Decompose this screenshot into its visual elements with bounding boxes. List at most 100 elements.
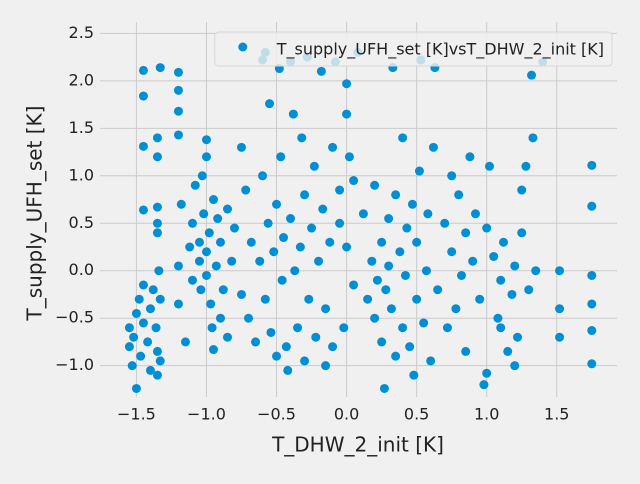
point <box>124 323 134 333</box>
point <box>456 270 466 280</box>
point <box>155 356 165 366</box>
y-tick-label: −0.5 <box>55 308 94 327</box>
point <box>211 261 221 271</box>
point <box>377 337 387 347</box>
point <box>321 361 331 371</box>
point <box>131 383 141 393</box>
point <box>279 233 289 243</box>
point <box>421 266 431 276</box>
point <box>152 152 162 162</box>
point <box>395 247 405 257</box>
point <box>138 91 148 101</box>
point <box>138 141 148 151</box>
point <box>265 99 275 109</box>
point <box>293 323 303 333</box>
point <box>222 204 232 214</box>
point <box>531 266 541 276</box>
point <box>304 294 314 304</box>
point <box>342 109 352 119</box>
point <box>587 160 597 170</box>
point <box>318 204 328 214</box>
point <box>136 351 146 361</box>
point <box>335 185 345 195</box>
point <box>349 176 359 186</box>
point <box>419 318 429 328</box>
legend-label: T_supply_UFH_set [K]vsT_DHW_2_init [K] <box>276 40 604 60</box>
point <box>349 280 359 290</box>
point <box>154 266 164 276</box>
point <box>384 261 394 271</box>
point <box>386 304 396 314</box>
point <box>402 223 412 233</box>
point <box>587 326 597 336</box>
point <box>391 351 401 361</box>
point <box>428 142 438 152</box>
point <box>461 346 471 356</box>
point <box>272 199 282 209</box>
legend-box <box>214 31 613 67</box>
point <box>496 323 506 333</box>
point <box>176 199 186 209</box>
y-axis-label: T_supply_UFH_set [K] <box>23 106 47 322</box>
point <box>131 308 141 318</box>
point <box>237 289 247 299</box>
point <box>295 242 305 252</box>
point <box>309 161 319 171</box>
point <box>517 228 527 238</box>
y-tick-label: 1.5 <box>69 118 94 137</box>
point <box>470 209 480 219</box>
point <box>281 342 291 352</box>
point <box>524 285 534 295</box>
point <box>148 285 158 295</box>
point <box>555 304 565 314</box>
y-tick-label: 0.5 <box>69 213 94 232</box>
point <box>152 202 162 212</box>
point <box>528 133 538 143</box>
point <box>370 180 380 190</box>
point <box>255 256 265 266</box>
point <box>409 370 419 380</box>
point <box>208 195 218 205</box>
point <box>521 161 531 171</box>
point <box>152 346 162 356</box>
point <box>400 270 410 280</box>
point <box>587 201 597 211</box>
point <box>215 313 225 323</box>
point <box>138 280 148 290</box>
point <box>197 171 207 181</box>
point <box>325 237 335 247</box>
point <box>513 332 523 342</box>
point <box>173 130 183 140</box>
point <box>344 152 354 162</box>
point <box>414 166 424 176</box>
y-tick-label: 0.0 <box>69 260 94 279</box>
point <box>207 323 217 333</box>
point <box>258 171 268 181</box>
point <box>194 256 204 266</box>
point <box>152 228 162 238</box>
point <box>283 365 293 375</box>
point <box>363 294 373 304</box>
point <box>335 218 345 228</box>
point <box>461 228 471 238</box>
point <box>288 109 298 119</box>
point <box>339 323 349 333</box>
point <box>246 237 256 247</box>
x-tick-label: 1.0 <box>474 405 499 424</box>
point <box>215 237 225 247</box>
point <box>266 327 276 337</box>
point <box>485 161 495 171</box>
point <box>440 218 450 228</box>
point <box>290 266 300 276</box>
point <box>398 323 408 333</box>
x-axis-label: T_DHW_2_init [K] <box>271 433 444 457</box>
point <box>199 209 209 219</box>
point <box>218 285 228 295</box>
point <box>187 218 197 228</box>
point <box>447 247 457 257</box>
point <box>555 266 565 276</box>
x-tick-label: 1.5 <box>544 405 569 424</box>
point <box>173 261 183 271</box>
point <box>241 185 251 195</box>
